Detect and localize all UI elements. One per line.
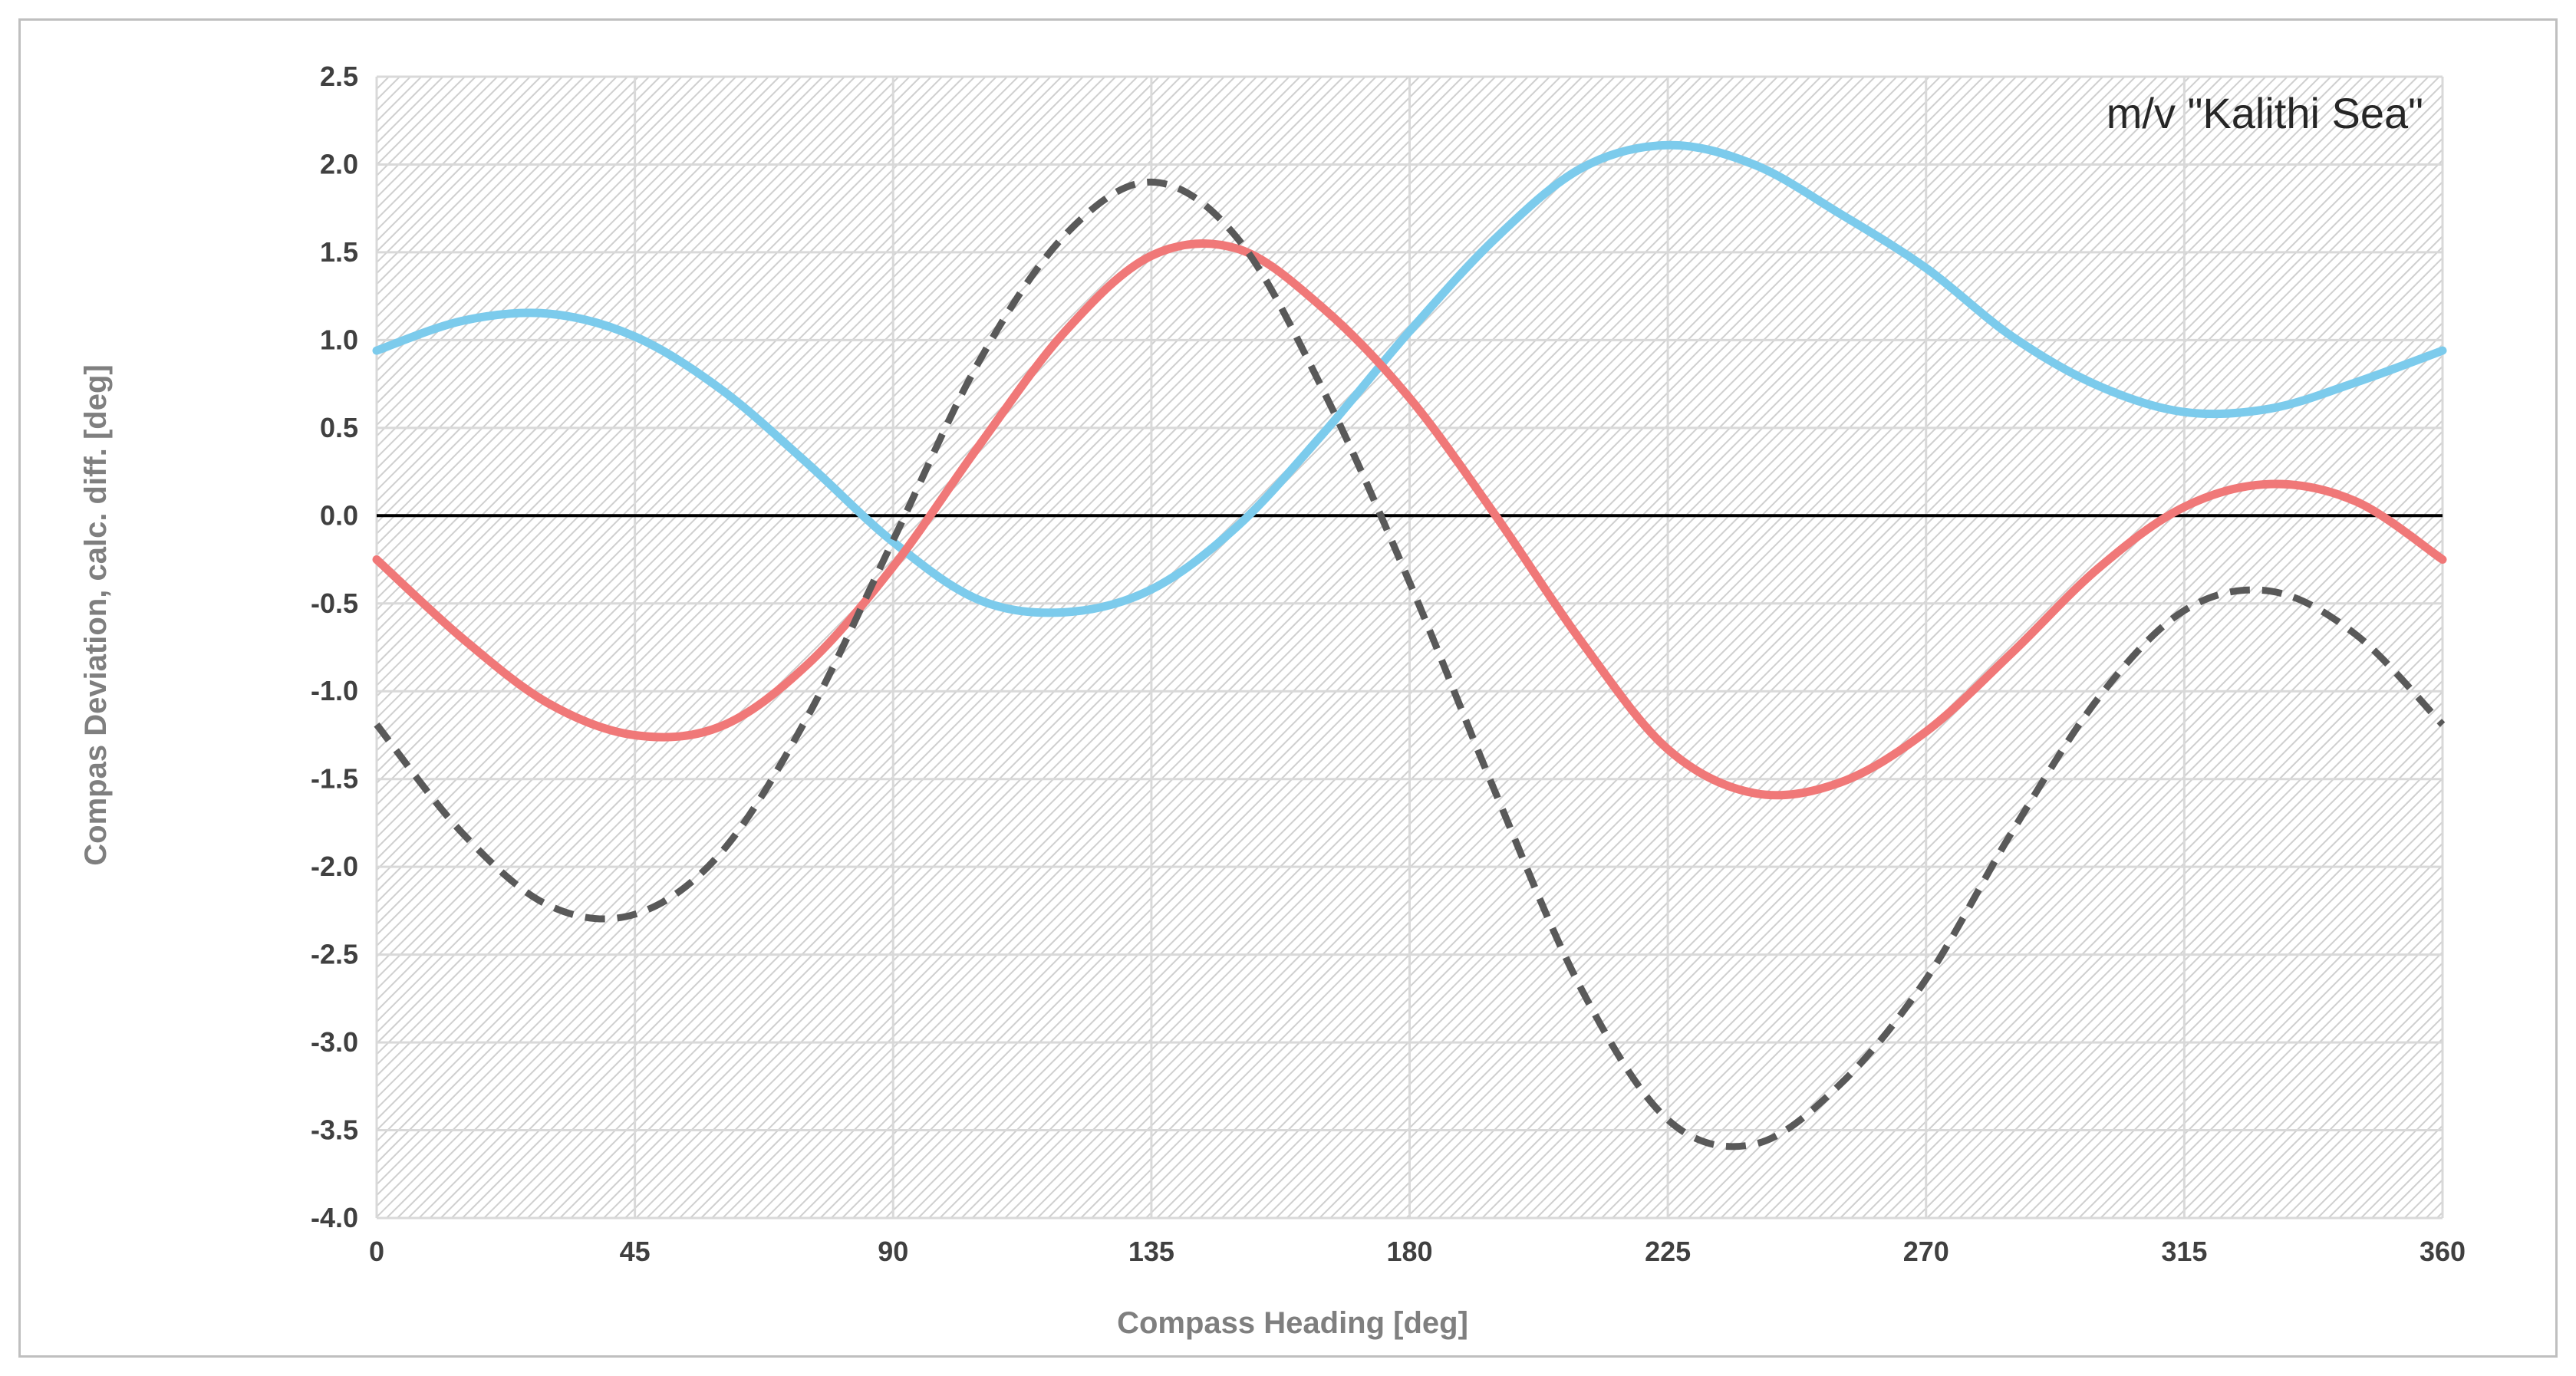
y-tick-label: 0.0 [320, 499, 358, 531]
x-tick-label: 315 [2161, 1236, 2207, 1267]
tick-labels: 2.5 2.0 1.5 1.0 0.5 0.0 -0.5 -1.0 -1.5 -2.0 -2.5 -3… [311, 61, 2466, 1267]
x-axis-title: Compass Heading [deg] [1117, 1306, 1468, 1340]
x-tick-label: 270 [1903, 1236, 1949, 1267]
chart-frame: 2.5 2.0 1.5 1.0 0.5 0.0 -0.5 -1.0 -1.5 -2.0 -2.5 -3… [18, 18, 2558, 1358]
y-tick-label: -3.5 [311, 1114, 358, 1146]
y-tick-label: 0.5 [320, 412, 358, 443]
y-tick-label: -0.5 [311, 588, 358, 619]
x-tick-label: 0 [369, 1236, 384, 1267]
y-tick-label: 2.5 [320, 61, 358, 92]
y-tick-label: -1.0 [311, 675, 358, 706]
x-tick-label: 135 [1128, 1236, 1174, 1267]
x-tick-label: 360 [2420, 1236, 2466, 1267]
series-line-red [372, 239, 2447, 800]
y-tick-label: 1.0 [320, 324, 358, 355]
y-tick-label: 2.0 [320, 148, 358, 179]
x-tick-label: 180 [1386, 1236, 1432, 1267]
series-line-blue [372, 140, 2447, 617]
series-line-dashed [374, 178, 2446, 1151]
x-tick-label: 225 [1645, 1236, 1691, 1267]
series-layer [372, 140, 2447, 1151]
chart-annotation: m/v "Kalithi Sea" [2107, 89, 2423, 137]
y-axis-title: Compas Deviation, calc. diff. [deg] [79, 364, 113, 865]
y-tick-label: -3.0 [311, 1026, 358, 1058]
y-tick-label: -2.5 [311, 939, 358, 970]
x-tick-label: 45 [620, 1236, 651, 1267]
y-tick-label: -1.5 [311, 763, 358, 795]
y-tick-label: 1.5 [320, 236, 358, 268]
grid-layer [375, 75, 2444, 1220]
y-tick-label: -4.0 [311, 1202, 358, 1233]
y-tick-label: -2.0 [311, 851, 358, 882]
x-tick-label: 90 [878, 1236, 908, 1267]
chart-svg: 2.5 2.0 1.5 1.0 0.5 0.0 -0.5 -1.0 -1.5 -2.0 -2.5 -3… [79, 61, 2466, 1340]
